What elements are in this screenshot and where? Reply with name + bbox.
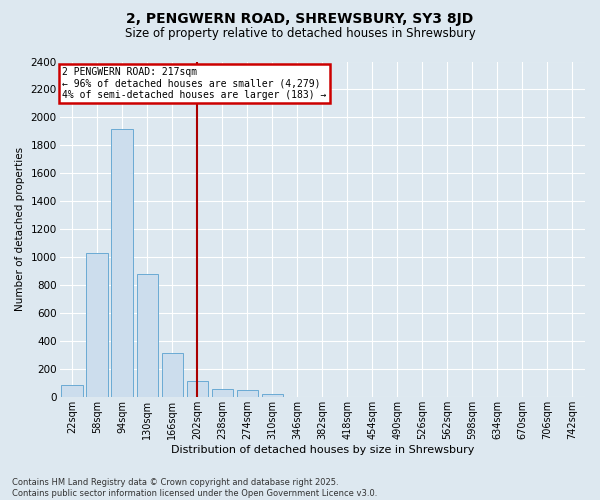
Text: Size of property relative to detached houses in Shrewsbury: Size of property relative to detached ho… xyxy=(125,28,475,40)
Text: 2 PENGWERN ROAD: 217sqm
← 96% of detached houses are smaller (4,279)
4% of semi-: 2 PENGWERN ROAD: 217sqm ← 96% of detache… xyxy=(62,66,326,100)
Bar xyxy=(61,384,83,398)
Bar xyxy=(212,389,233,398)
Bar xyxy=(112,128,133,398)
X-axis label: Distribution of detached houses by size in Shrewsbury: Distribution of detached houses by size … xyxy=(170,445,474,455)
Bar xyxy=(86,253,108,398)
Text: Contains HM Land Registry data © Crown copyright and database right 2025.
Contai: Contains HM Land Registry data © Crown c… xyxy=(12,478,377,498)
Bar xyxy=(137,274,158,398)
Bar xyxy=(262,394,283,398)
Bar xyxy=(187,380,208,398)
Bar xyxy=(161,353,183,398)
Bar xyxy=(236,390,258,398)
Y-axis label: Number of detached properties: Number of detached properties xyxy=(15,148,25,312)
Text: 2, PENGWERN ROAD, SHREWSBURY, SY3 8JD: 2, PENGWERN ROAD, SHREWSBURY, SY3 8JD xyxy=(127,12,473,26)
